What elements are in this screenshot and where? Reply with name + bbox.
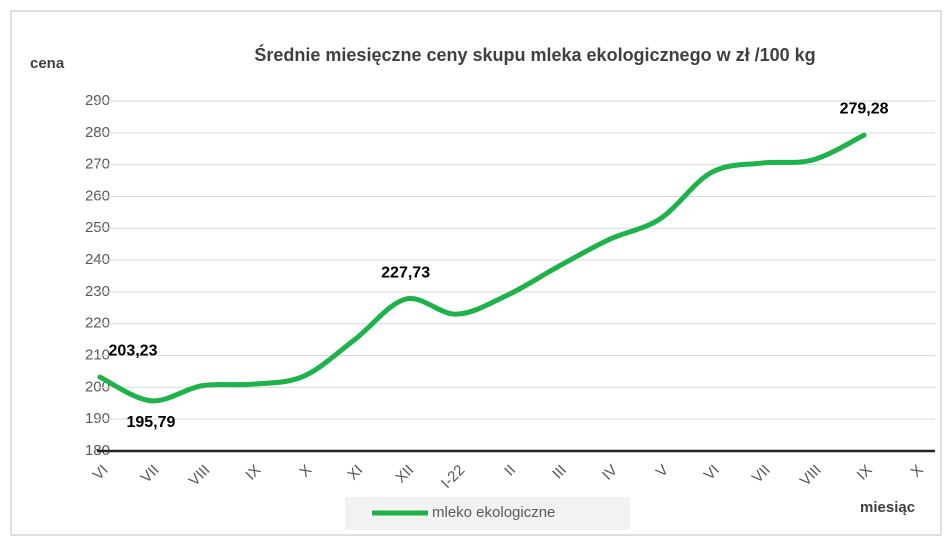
y-tick-label: 260 [85,187,110,204]
y-axis-label: cena [30,55,65,72]
legend-label: mleko ekologiczne [432,504,555,521]
y-tick-label: 220 [85,315,110,332]
y-tick-label: 240 [85,251,110,268]
data-label: 203,23 [109,342,158,359]
chart-title: Średnie miesięczne ceny skupu mleka ekol… [254,44,815,65]
y-tick-label: 280 [85,124,110,141]
y-tick-label: 200 [85,378,110,395]
data-line [97,132,867,404]
y-tick-label: 190 [85,410,110,427]
data-label: 195,79 [126,414,175,431]
data-label: 279,28 [840,100,889,117]
y-tick-label: 230 [85,283,110,300]
data-label: 227,73 [381,264,430,281]
chart-border [10,10,942,536]
y-tick-label: 210 [85,347,110,364]
y-tick-label: 270 [85,156,110,173]
x-axis-label: miesiąc [860,499,915,516]
y-tick-label: 290 [85,92,110,109]
y-tick-label: 250 [85,219,110,236]
